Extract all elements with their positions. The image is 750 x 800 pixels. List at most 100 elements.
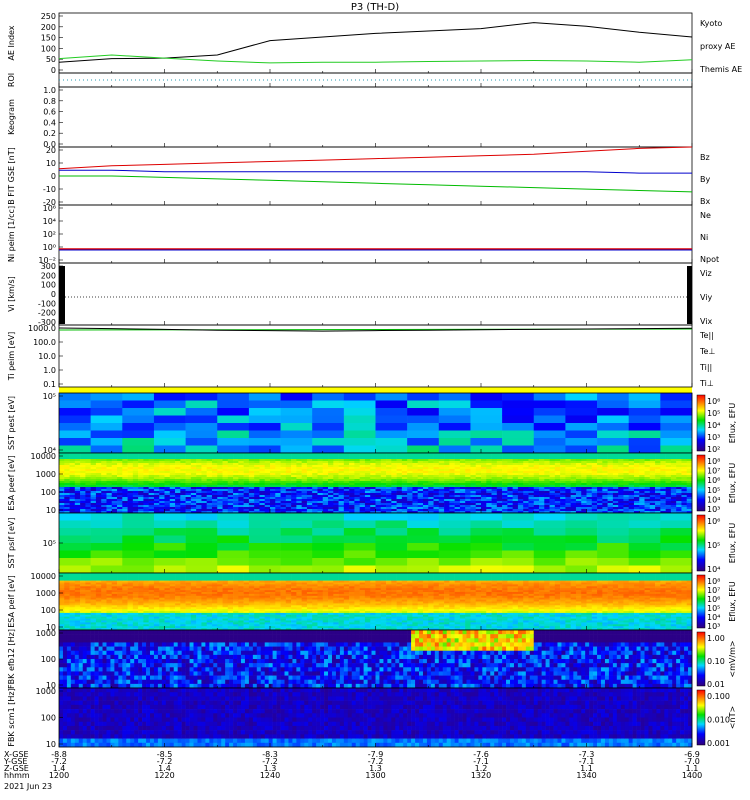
spectrogram-cell	[90, 507, 97, 510]
spectrogram-cell	[581, 469, 587, 472]
spectrogram-cell	[153, 603, 160, 606]
spectrogram-cell	[349, 475, 355, 478]
spectrogram-cell	[280, 455, 287, 458]
spectrogram-cell	[375, 453, 382, 456]
spectrogram-cell	[285, 467, 292, 470]
spectrogram-cell	[138, 465, 144, 468]
spectrogram-cell	[117, 599, 123, 602]
spectrogram-cell	[401, 495, 408, 498]
spectrogram-cell	[470, 430, 503, 439]
spectrogram-cell	[454, 491, 461, 494]
spectrogram-cell	[164, 592, 171, 595]
spectrogram-cell	[111, 601, 118, 604]
spectrogram-cell	[507, 493, 513, 496]
spectrogram-cell	[591, 459, 598, 462]
spectrogram-cell	[539, 499, 545, 502]
spectrogram-cell	[122, 580, 128, 583]
spectrogram-cell	[275, 491, 281, 494]
spectrogram-cell	[180, 475, 186, 478]
spectrogram-cell	[264, 511, 271, 514]
spectrogram-cell	[164, 501, 171, 504]
spectrogram-cell	[639, 507, 645, 510]
spectrogram-cell	[169, 607, 176, 610]
spectrogram-cell	[80, 479, 86, 482]
spectrogram-cell	[312, 483, 318, 486]
spectrogram-cell	[148, 457, 155, 460]
spectrogram-cell	[175, 592, 181, 595]
spectrogram-cell	[549, 481, 556, 484]
spectrogram-cell	[396, 479, 403, 482]
spectrogram-cell	[285, 459, 292, 462]
spectrogram-cell	[380, 505, 387, 508]
spectrogram-cell	[407, 493, 413, 496]
spectrogram-cell	[359, 511, 366, 514]
spectrogram-cell	[90, 430, 123, 439]
spectrogram-cell	[312, 481, 318, 484]
spectrogram-cell	[238, 467, 244, 470]
spectrogram-cell	[665, 457, 672, 460]
spectrogram-cell	[570, 477, 577, 480]
y-tick-label: 250	[41, 12, 56, 21]
spectrogram-cell	[396, 463, 403, 466]
spectrogram-cell	[401, 493, 408, 496]
spectrogram-cell	[481, 457, 487, 460]
spectrogram-cell	[259, 477, 266, 480]
spectrogram-cell	[391, 469, 397, 472]
spectrogram-cell	[306, 455, 313, 458]
spectrogram-cell	[59, 535, 91, 544]
spectrogram-cell	[354, 477, 360, 480]
spectrogram-cell	[85, 611, 91, 614]
spectrogram-cell	[243, 507, 250, 510]
spectrogram-cell	[90, 550, 123, 559]
spectrogram-cell	[275, 453, 281, 456]
spectrogram-cell	[143, 495, 149, 498]
spectrogram-cell	[502, 487, 508, 490]
spectrogram-cell	[655, 471, 661, 474]
spectrogram-cell	[444, 471, 450, 474]
spectrogram-cell	[248, 565, 281, 574]
spectrogram-cell	[502, 423, 535, 431]
spectrogram-cell	[475, 507, 482, 510]
spectrogram-cell	[222, 501, 229, 504]
spectrogram-cell	[570, 491, 577, 494]
spectrogram-cell	[401, 481, 408, 484]
spectrogram-cell	[95, 597, 102, 600]
spectrogram-cell	[407, 511, 413, 514]
spectrogram-cell	[628, 455, 635, 458]
legend-entry: Ni	[700, 233, 708, 242]
spectrogram-cell	[665, 475, 672, 478]
spectrogram-cell	[338, 503, 345, 506]
spectrogram-cell	[343, 507, 350, 510]
spectrogram-cell	[438, 489, 445, 492]
spectrogram-cell	[528, 497, 535, 500]
spectrogram-cell	[222, 475, 229, 478]
spectrogram-cell	[597, 528, 629, 536]
spectrogram-cell	[85, 592, 91, 595]
spectrogram-cell	[570, 487, 577, 490]
spectrogram-cell	[301, 453, 308, 456]
spectrogram-cell	[85, 618, 91, 621]
spectrogram-cell	[169, 622, 176, 625]
spectrogram-cell	[80, 624, 86, 627]
spectrogram-cell	[454, 485, 461, 488]
spectrogram-cell	[85, 590, 91, 593]
spectrogram-cell	[148, 473, 155, 476]
spectrogram-cell	[533, 461, 540, 464]
colorbar-tick-label: 10⁴	[707, 565, 720, 574]
spectrogram-cell	[681, 487, 688, 490]
spectrogram-cell	[190, 586, 197, 589]
spectrogram-cell	[375, 408, 408, 416]
spectrogram-cell	[270, 493, 276, 496]
spectrogram-cell	[459, 457, 466, 460]
spectrogram-cell	[491, 453, 498, 456]
spectrogram-cell	[95, 616, 102, 619]
y-tick-label: 0.6	[43, 108, 56, 117]
spectrogram-cell	[217, 423, 250, 431]
spectrogram-cell	[391, 485, 397, 488]
spectrogram-cell	[127, 584, 134, 587]
spectrogram-cell	[59, 489, 65, 492]
spectrogram-cell	[164, 467, 171, 470]
spectrogram-cell	[217, 499, 223, 502]
spectrogram-cell	[502, 528, 535, 536]
spectrogram-cell	[438, 483, 445, 486]
